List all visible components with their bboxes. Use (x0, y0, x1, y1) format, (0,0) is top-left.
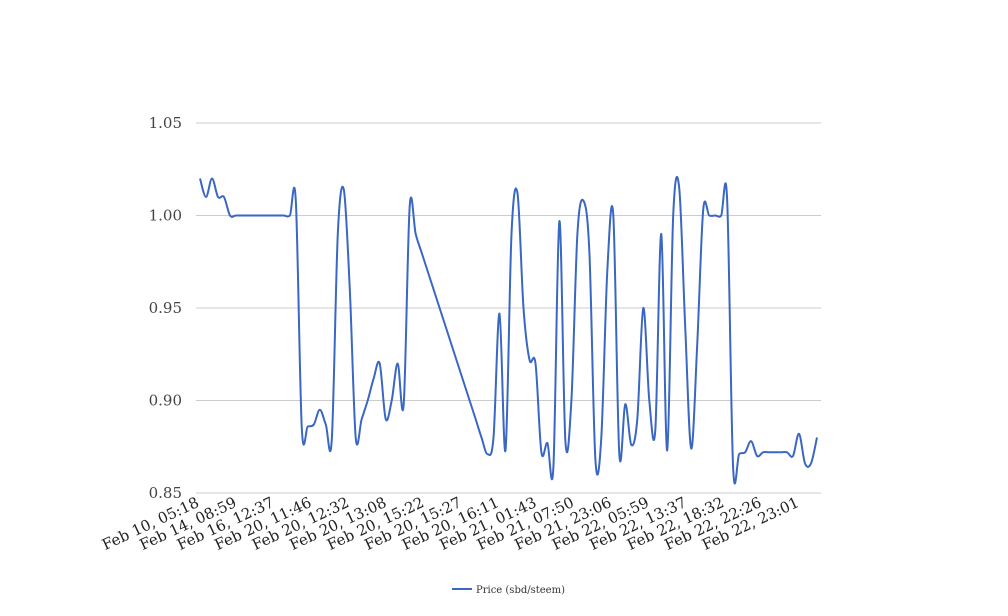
y-tick-label: 1.00 (149, 207, 182, 225)
y-tick-label: 1.05 (149, 114, 182, 132)
y-axis-ticks: 0.85 0.90 0.95 1.00 1.05 (149, 114, 182, 502)
legend-label: Price (sbd/steem) (476, 585, 565, 596)
series-layer (199, 176, 818, 485)
series-line-price (199, 176, 818, 485)
y-tick-label: 0.95 (149, 299, 182, 317)
y-tick-label: 0.90 (149, 392, 182, 410)
y-tick-label: 0.85 (149, 484, 182, 502)
legend: Price (sbd/steem) (452, 585, 565, 596)
